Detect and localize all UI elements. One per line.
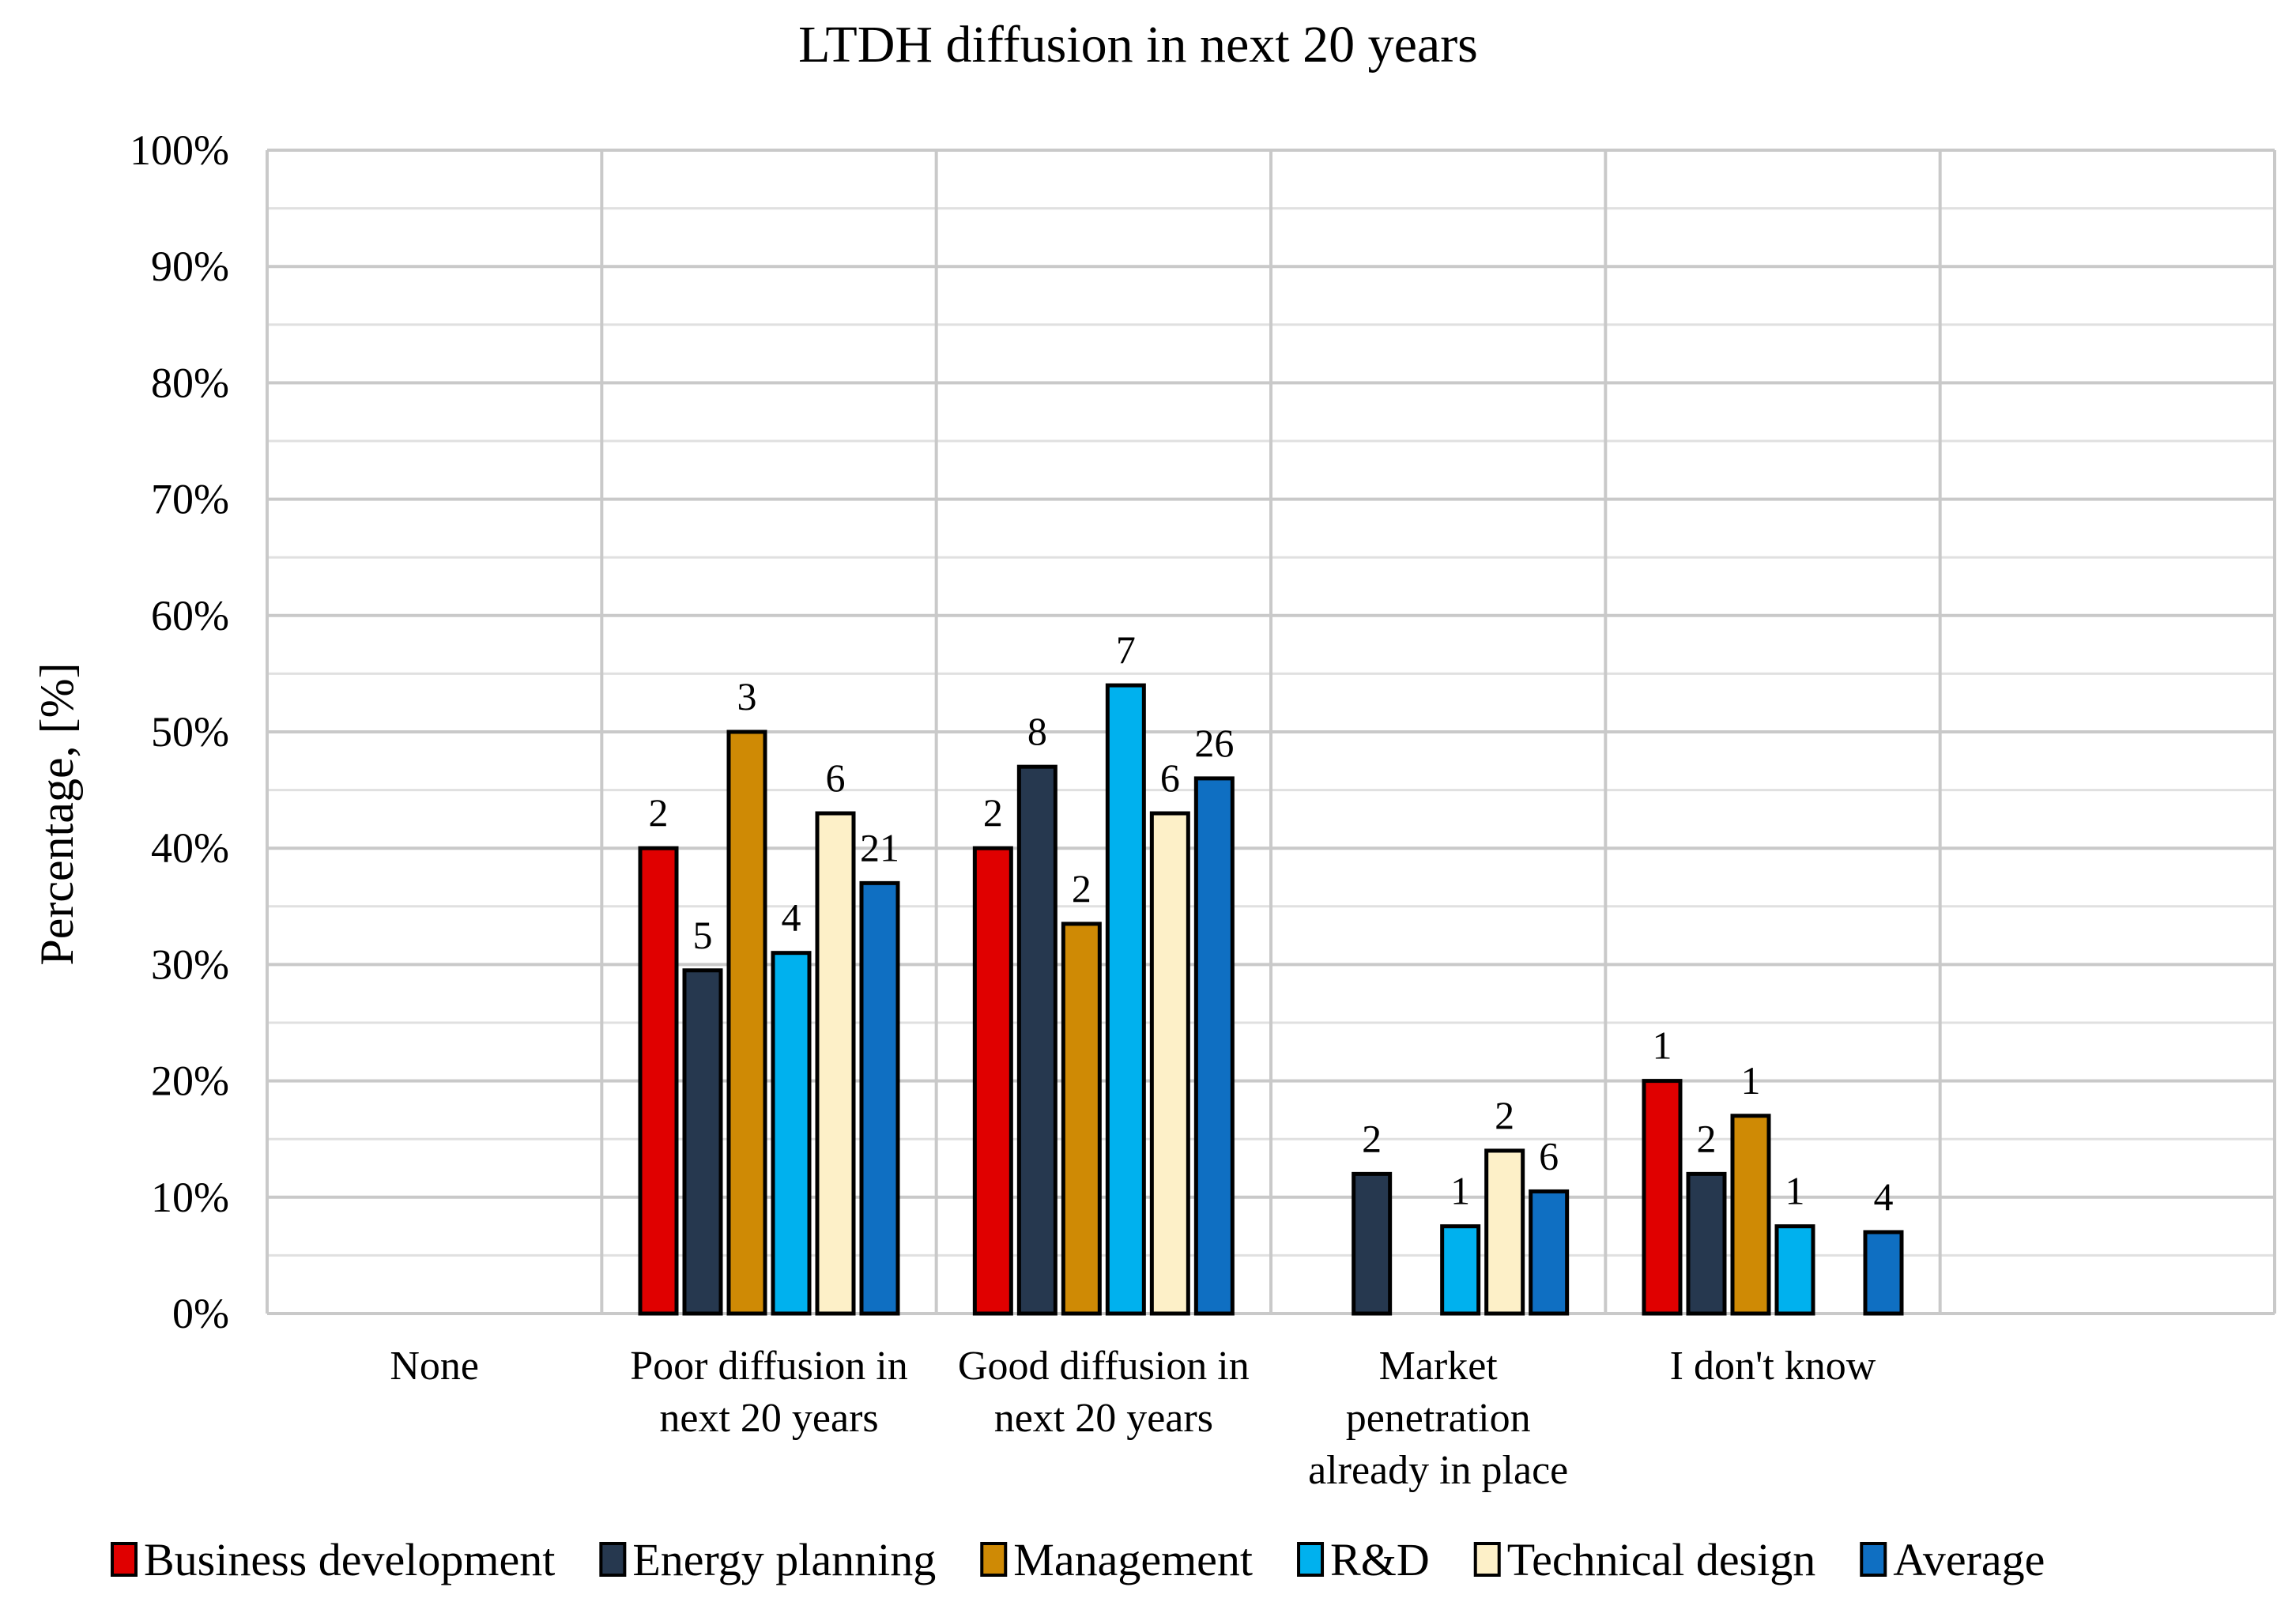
legend-item: Business development	[111, 1534, 555, 1585]
y-tick-label: 20%	[151, 1057, 229, 1105]
legend-item: Management	[980, 1534, 1253, 1585]
bar	[726, 729, 767, 1316]
legend: Business development Energy planning Manag…	[111, 1534, 2045, 1585]
bar	[1440, 1224, 1481, 1316]
y-tick-label: 60%	[151, 592, 229, 639]
x-category-label: Poor diffusion in next 20 years	[630, 1344, 908, 1441]
bar	[1863, 1230, 1904, 1316]
y-tick-label: 10%	[151, 1174, 229, 1221]
y-tick-label: 80%	[151, 359, 229, 406]
data-label: 6	[1160, 756, 1180, 800]
bar	[682, 968, 723, 1316]
legend-label: Energy planning	[632, 1534, 936, 1585]
data-label: 4	[782, 895, 801, 940]
bar	[1149, 811, 1190, 1316]
legend-label: Management	[1013, 1534, 1253, 1585]
legend-swatch	[599, 1542, 627, 1577]
bar	[1016, 764, 1058, 1316]
bar	[1193, 776, 1235, 1316]
bar	[1730, 1114, 1771, 1316]
bar	[815, 811, 856, 1316]
y-tick-label: 100%	[130, 126, 229, 174]
legend-label: R&D	[1330, 1534, 1430, 1585]
legend-label: Business development	[144, 1534, 555, 1585]
y-tick-label: 40%	[151, 824, 229, 872]
gridlines	[266, 149, 2276, 1315]
bar	[859, 880, 900, 1316]
data-label: 2	[649, 790, 669, 835]
data-label: 2	[1072, 866, 1091, 910]
data-label: 2	[983, 790, 1003, 835]
legend-swatch	[980, 1542, 1008, 1577]
y-tick-label: 70%	[151, 476, 229, 523]
x-category-label: None	[390, 1344, 479, 1389]
data-label: 2	[1362, 1116, 1382, 1160]
data-label: 26	[1194, 721, 1234, 765]
x-axis-categories: None Poor diffusion in next 20 years Good d…	[390, 1344, 1876, 1493]
legend-swatch	[111, 1542, 138, 1577]
legend-item: Technical design	[1473, 1534, 1816, 1585]
data-label: 8	[1027, 709, 1047, 753]
bar	[1352, 1171, 1393, 1316]
y-axis-ticks: 0% 10% 20% 30% 40% 50% 60% 70% 80% 90% 100%	[130, 126, 229, 1337]
y-axis-label: Percentage, [%]	[31, 662, 83, 965]
y-tick-label: 0%	[172, 1290, 229, 1337]
x-category-label: Market penetration already in place	[1308, 1344, 1568, 1493]
data-label: 1	[1450, 1169, 1470, 1213]
data-label: 6	[1539, 1133, 1559, 1178]
data-label: 4	[1874, 1174, 1894, 1219]
bar	[1529, 1189, 1570, 1316]
y-tick-label: 90%	[151, 243, 229, 290]
legend-label: Average	[1893, 1534, 2045, 1585]
bar	[972, 846, 1013, 1316]
data-label: 5	[693, 913, 713, 957]
data-label: 6	[826, 756, 846, 800]
chart-title: LTDH diffusion in next 20 years	[798, 16, 1478, 74]
data-label: 2	[1495, 1093, 1514, 1137]
x-category-label: I don't know	[1670, 1344, 1876, 1389]
data-label: 3	[737, 674, 757, 718]
legend-label: Technical design	[1507, 1534, 1816, 1585]
legend-swatch	[1297, 1542, 1325, 1577]
bar	[1061, 922, 1102, 1316]
bar	[1774, 1224, 1815, 1316]
data-label: 1	[1653, 1023, 1672, 1068]
bar	[771, 951, 812, 1316]
legend-item: R&D	[1297, 1534, 1430, 1585]
legend-item: Energy planning	[599, 1534, 936, 1585]
bar	[1484, 1148, 1525, 1316]
y-tick-label: 30%	[151, 941, 229, 988]
x-category-label: Good diffusion in next 20 years	[958, 1344, 1250, 1441]
data-label: 21	[860, 825, 899, 869]
data-label: 7	[1116, 628, 1136, 672]
bar	[638, 846, 679, 1316]
data-label: 2	[1697, 1116, 1717, 1160]
bar	[1642, 1079, 1683, 1316]
bars	[638, 683, 1904, 1316]
data-label: 1	[1741, 1058, 1761, 1103]
legend-swatch	[1473, 1542, 1501, 1577]
bar	[1686, 1171, 1727, 1316]
bar	[1105, 683, 1146, 1316]
legend-swatch	[1860, 1542, 1887, 1577]
data-label: 1	[1785, 1169, 1805, 1213]
legend-item: Average	[1860, 1534, 2045, 1585]
y-tick-label: 50%	[151, 708, 229, 756]
